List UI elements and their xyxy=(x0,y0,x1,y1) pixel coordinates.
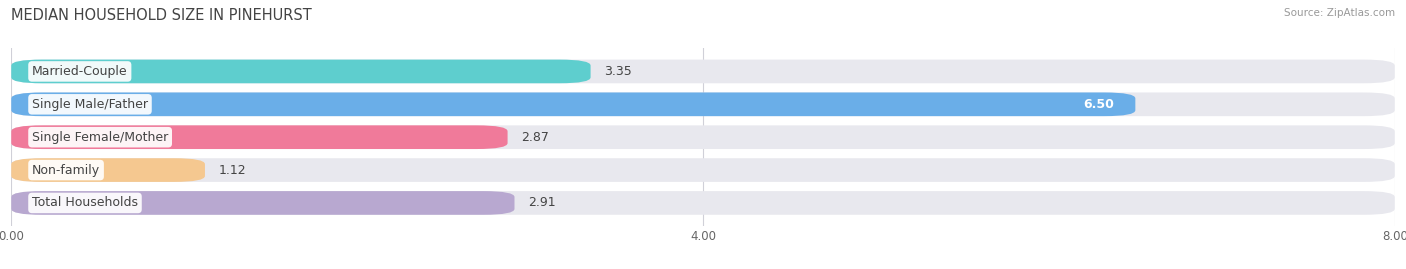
Text: Non-family: Non-family xyxy=(32,164,100,176)
Text: Total Households: Total Households xyxy=(32,196,138,210)
FancyBboxPatch shape xyxy=(11,191,1395,215)
FancyBboxPatch shape xyxy=(11,158,1395,182)
Text: Single Male/Father: Single Male/Father xyxy=(32,98,148,111)
Text: Married-Couple: Married-Couple xyxy=(32,65,128,78)
Text: Single Female/Mother: Single Female/Mother xyxy=(32,131,169,144)
Text: 6.50: 6.50 xyxy=(1084,98,1115,111)
FancyBboxPatch shape xyxy=(11,60,1395,83)
FancyBboxPatch shape xyxy=(11,125,508,149)
Text: 2.87: 2.87 xyxy=(522,131,550,144)
FancyBboxPatch shape xyxy=(11,191,515,215)
FancyBboxPatch shape xyxy=(11,158,205,182)
FancyBboxPatch shape xyxy=(11,60,591,83)
Text: 1.12: 1.12 xyxy=(219,164,246,176)
FancyBboxPatch shape xyxy=(11,125,1395,149)
Text: 3.35: 3.35 xyxy=(605,65,633,78)
FancyBboxPatch shape xyxy=(11,93,1136,116)
FancyBboxPatch shape xyxy=(11,93,1395,116)
Text: Source: ZipAtlas.com: Source: ZipAtlas.com xyxy=(1284,8,1395,18)
Text: MEDIAN HOUSEHOLD SIZE IN PINEHURST: MEDIAN HOUSEHOLD SIZE IN PINEHURST xyxy=(11,8,312,23)
Text: 2.91: 2.91 xyxy=(529,196,555,210)
